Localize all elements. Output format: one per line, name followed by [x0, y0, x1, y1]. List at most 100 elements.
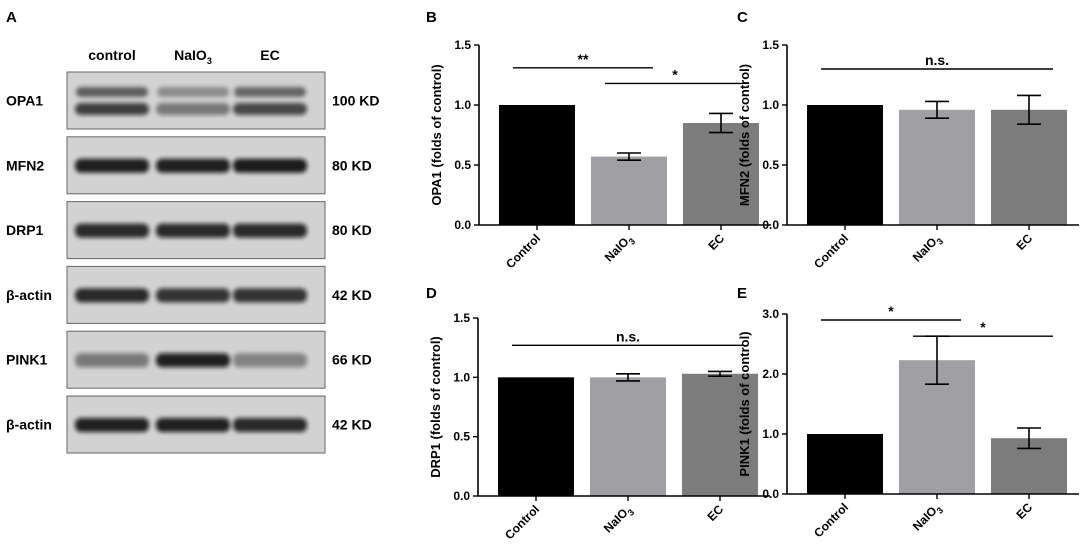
protein-label: OPA1 [6, 93, 43, 109]
x-tick-label-text: EC [704, 502, 726, 524]
significance-label: * [672, 66, 678, 82]
x-tick-label-text: EC [705, 231, 727, 253]
lane-label-text: NaIO [174, 47, 207, 63]
protein-label: DRP1 [6, 222, 44, 238]
bar [683, 123, 759, 225]
bar [498, 377, 574, 496]
protein-band [156, 103, 230, 115]
x-tick-label: Control [811, 231, 851, 271]
protein-band [233, 353, 307, 368]
x-tick-label: Control [811, 500, 851, 540]
y-tick-label: 0.5 [453, 430, 470, 444]
molecular-weight-label: 42 KD [332, 417, 372, 433]
x-tick-label: NaIO3 [601, 502, 636, 537]
lane-labels: control NaIO3 EC [88, 47, 279, 66]
lane-label-text: EC [260, 47, 279, 63]
blot-row: OPA1 100 KD [6, 71, 379, 130]
protein-band [75, 103, 149, 115]
x-tick-label: NaIO3 [910, 500, 945, 535]
y-tick-label: 1.0 [762, 98, 779, 112]
panel-label: D [426, 285, 437, 302]
y-tick-label: 0.5 [454, 158, 471, 172]
protein-band [234, 87, 306, 97]
drp1-bar-chart: D 0.0 0.5 1.0 1.5 Control NaIO3 EC DRP1 (folds o… [426, 285, 770, 542]
y-tick-label: 1.0 [454, 98, 471, 112]
bar [682, 373, 758, 496]
blot-strips: OPA1 100 KD MFN2 80 KD DRP1 80 KD β-actin 42 KD… [6, 71, 379, 454]
bar [591, 156, 667, 225]
y-tick-label: 0.0 [762, 218, 779, 232]
panel-label: C [737, 9, 748, 26]
panel-label: B [426, 9, 437, 26]
lane-label-subscript: 3 [207, 56, 212, 66]
significance-label: * [888, 303, 894, 319]
mfn2-bar-chart: C 0.0 0.5 1.0 1.5 Control NaIO3 EC MFN2 (folds o… [737, 9, 1079, 271]
x-tick-label: EC [1013, 231, 1035, 253]
y-tick-label: 0.5 [762, 158, 779, 172]
panel-label-a: A [6, 9, 17, 26]
blot-row: DRP1 80 KD [6, 201, 372, 260]
lane-label: EC [260, 47, 279, 63]
y-tick-label: 0.0 [762, 487, 779, 501]
bar [899, 109, 975, 225]
significance-label: ** [578, 51, 589, 67]
y-axis-title: OPA1 (folds of control) [429, 64, 444, 205]
blot-row: β-actin 42 KD [6, 395, 372, 454]
protein-band [76, 87, 148, 97]
x-tick-label: NaIO3 [910, 231, 945, 266]
protein-label: β-actin [6, 287, 52, 303]
y-tick-label: 0.0 [453, 489, 470, 503]
blot-strip [66, 71, 326, 130]
significance-label: * [980, 319, 986, 335]
protein-band [156, 418, 230, 432]
panel-label: E [737, 285, 747, 302]
x-tick-label-text: Control [811, 231, 851, 271]
x-tick-label: EC [1013, 500, 1035, 522]
bar [991, 109, 1067, 225]
x-tick-label-text: EC [1013, 500, 1035, 522]
lane-label-text: control [88, 47, 135, 63]
lane-label: control [88, 47, 135, 63]
y-tick-label: 0.0 [454, 218, 471, 232]
protein-band [156, 353, 230, 368]
blot-row: β-actin 42 KD [6, 265, 372, 324]
x-tick-label-text: Control [502, 502, 542, 542]
protein-band [233, 288, 307, 303]
x-tick-label-text: Control [503, 231, 543, 271]
protein-label: PINK1 [6, 352, 47, 368]
y-tick-label: 1.5 [762, 38, 779, 52]
protein-band [233, 103, 307, 115]
y-tick-label: 1.5 [454, 38, 471, 52]
significance-label: n.s. [616, 328, 640, 344]
x-tick-label: EC [705, 231, 727, 253]
molecular-weight-label: 100 KD [332, 93, 379, 109]
x-tick-label: NaIO3 [602, 231, 637, 266]
y-tick-label: 3.0 [762, 307, 779, 321]
y-tick-label: 1.0 [762, 427, 779, 441]
bar [590, 377, 666, 496]
protein-band [233, 158, 307, 173]
y-axis-title: DRP1 (folds of control) [428, 336, 443, 478]
protein-band [75, 288, 149, 303]
molecular-weight-label: 42 KD [332, 287, 372, 303]
y-axis-title: PINK1 (folds of control) [737, 331, 752, 476]
y-tick-label: 1.5 [453, 311, 470, 325]
protein-band [75, 158, 149, 173]
x-tick-label: Control [502, 502, 542, 542]
bar [807, 434, 883, 494]
protein-band [157, 87, 229, 97]
protein-band [75, 418, 149, 432]
significance-label: n.s. [925, 52, 949, 68]
protein-band [75, 223, 149, 238]
protein-band [156, 158, 230, 173]
x-tick-label-text: Control [811, 500, 851, 540]
blot-row: MFN2 80 KD [6, 136, 372, 195]
protein-label: β-actin [6, 417, 52, 433]
x-tick-label-subscript: 3 [935, 236, 946, 247]
western-blot-panel: A control NaIO3 EC OPA1 100 KD MFN2 80 KD DRP1… [6, 9, 379, 454]
protein-band [75, 353, 149, 368]
bar [499, 105, 575, 225]
bar [807, 105, 883, 225]
y-axis-title: MFN2 (folds of control) [737, 64, 752, 206]
